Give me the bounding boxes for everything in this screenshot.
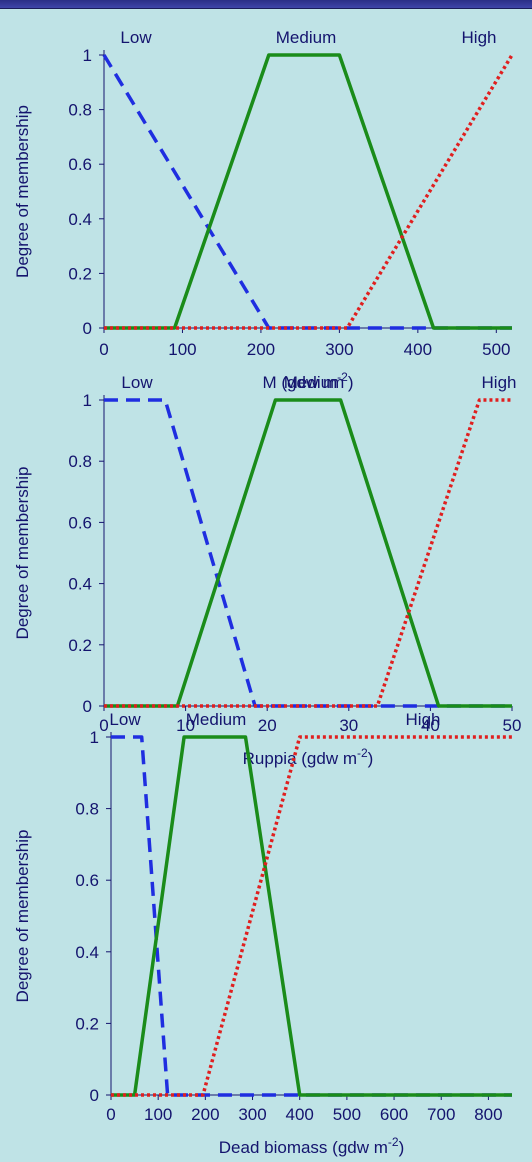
y-axis-label: Degree of membership bbox=[13, 830, 32, 1003]
series-line-medium bbox=[104, 53, 512, 330]
level-label-low: Low bbox=[120, 28, 152, 47]
x-tick-label: 700 bbox=[427, 1105, 455, 1124]
series-line-high bbox=[104, 54, 514, 330]
x-tick-label: 100 bbox=[144, 1105, 172, 1124]
level-label-high: High bbox=[462, 28, 497, 47]
level-label-low: Low bbox=[109, 710, 141, 729]
y-tick-label: 0.4 bbox=[68, 575, 92, 594]
level-label-medium: Medium bbox=[284, 373, 344, 392]
y-tick-label: 1 bbox=[83, 46, 92, 65]
y-tick-label: 0.6 bbox=[68, 155, 92, 174]
series-line-high bbox=[104, 398, 512, 708]
series-line-low bbox=[102, 54, 512, 330]
x-tick-label: 200 bbox=[247, 340, 275, 359]
y-tick-label: 0.6 bbox=[75, 871, 99, 890]
x-tick-label: 40 bbox=[421, 716, 440, 735]
x-tick-label: 200 bbox=[191, 1105, 219, 1124]
x-axis-label: Dead biomass (gdw m-2) bbox=[219, 1135, 404, 1157]
y-axis-label: Degree of membership bbox=[13, 467, 32, 640]
y-tick-label: 0.2 bbox=[68, 264, 92, 283]
level-label-medium: Medium bbox=[186, 710, 246, 729]
x-axis-label: M (gdw m-2) bbox=[263, 370, 354, 392]
y-tick-label: 0.8 bbox=[68, 101, 92, 120]
x-tick-label: 600 bbox=[380, 1105, 408, 1124]
x-tick-label: 30 bbox=[339, 716, 358, 735]
window-top-bar bbox=[0, 0, 532, 9]
x-tick-label: 800 bbox=[474, 1105, 502, 1124]
y-axis-label: Degree of membership bbox=[13, 105, 32, 278]
x-tick-label: 500 bbox=[482, 340, 510, 359]
y-tick-label: 0.6 bbox=[68, 513, 92, 532]
y-tick-label: 1 bbox=[83, 391, 92, 410]
series-line-medium bbox=[104, 398, 512, 708]
y-tick-label: 0.4 bbox=[68, 210, 92, 229]
y-tick-label: 0.8 bbox=[75, 800, 99, 819]
x-tick-label: 50 bbox=[503, 716, 522, 735]
chart-panel-3: 00.20.40.60.810 100 200 300 400 500 600 700 800L… bbox=[13, 710, 512, 1157]
y-tick-label: 0 bbox=[83, 319, 92, 338]
level-label-high: High bbox=[482, 373, 517, 392]
y-tick-label: 0 bbox=[90, 1086, 99, 1105]
series-line-medium bbox=[111, 735, 512, 1097]
x-tick-label: 0 bbox=[99, 716, 108, 735]
y-tick-label: 0.4 bbox=[75, 943, 99, 962]
y-tick-label: 0.2 bbox=[68, 636, 92, 655]
x-tick-label: 500 bbox=[333, 1105, 361, 1124]
y-tick-label: 0.8 bbox=[68, 452, 92, 471]
y-tick-label: 0 bbox=[83, 697, 92, 716]
chart-panel-1: 0 0.2 0.4 0.6 0.8 1 0 100 200 300 400 500 Low Medium H… bbox=[13, 28, 514, 392]
x-tick-label: 100 bbox=[168, 340, 196, 359]
level-label-medium: Medium bbox=[276, 28, 336, 47]
x-tick-label: 0 bbox=[106, 1105, 115, 1124]
level-label-high: High bbox=[406, 710, 441, 729]
x-tick-label: 20 bbox=[258, 716, 277, 735]
x-tick-label: 300 bbox=[238, 1105, 266, 1124]
x-tick-label: 300 bbox=[325, 340, 353, 359]
series-line-low bbox=[111, 735, 512, 1097]
x-tick-label: 400 bbox=[286, 1105, 314, 1124]
x-tick-label: 10 bbox=[176, 716, 195, 735]
x-tick-label: 400 bbox=[404, 340, 432, 359]
series-line-high bbox=[111, 735, 512, 1097]
level-label-low: Low bbox=[121, 373, 153, 392]
y-tick-label: 0.2 bbox=[75, 1014, 99, 1033]
x-tick-label: 0 bbox=[99, 340, 108, 359]
y-tick-label: 1 bbox=[90, 728, 99, 747]
series-line-low bbox=[104, 398, 512, 708]
x-axis-label: Ruppia (gdw m-2) bbox=[243, 746, 374, 768]
